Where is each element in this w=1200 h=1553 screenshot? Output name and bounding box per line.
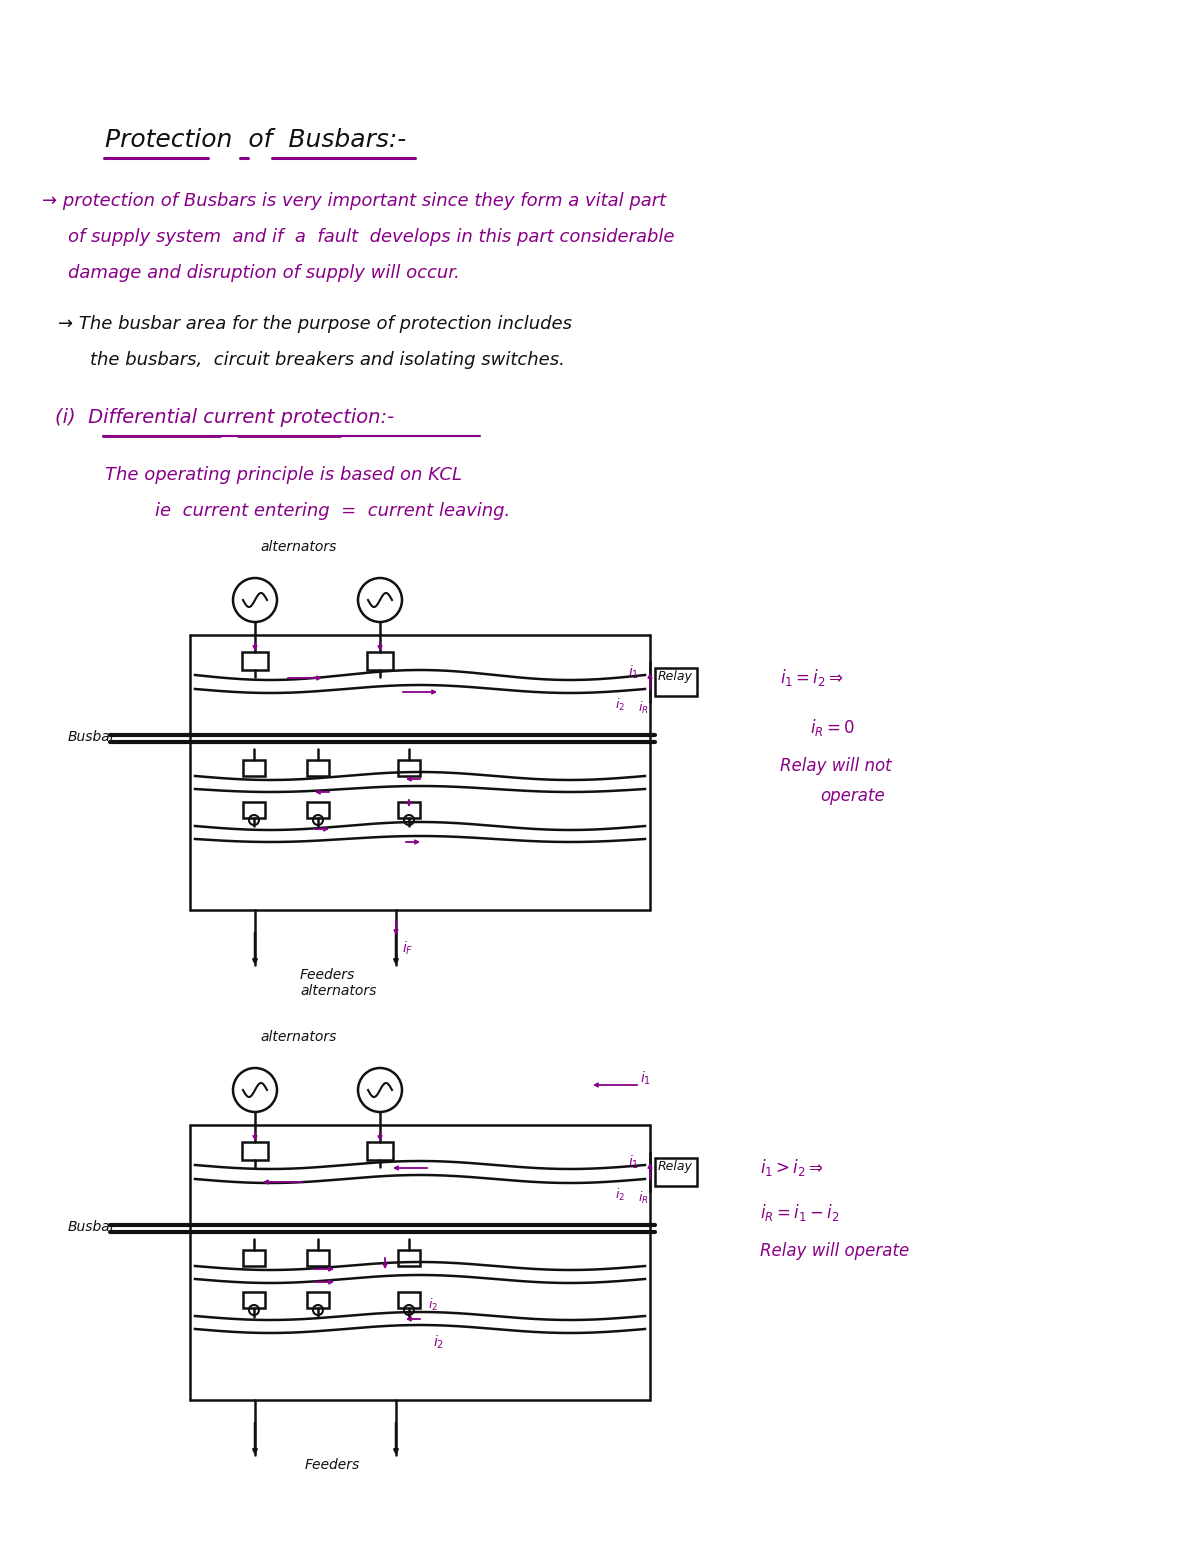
Text: → The busbar area for the purpose of protection includes: → The busbar area for the purpose of pro… [58, 315, 572, 332]
Text: $i_1 > i_2 \Rightarrow$: $i_1 > i_2 \Rightarrow$ [760, 1157, 824, 1179]
Bar [398, 759, 420, 776]
Text: $i_R = 0$: $i_R = 0$ [810, 717, 856, 738]
Text: $i_F$: $i_F$ [402, 940, 414, 957]
Text: operate: operate [820, 787, 884, 804]
Text: $i_R = i_1 - i_2$: $i_R = i_1 - i_2$ [760, 1202, 840, 1224]
Text: alternators: alternators [260, 540, 336, 554]
Bar [242, 1250, 265, 1266]
Bar [367, 1141, 394, 1160]
Text: alternators: alternators [260, 1030, 336, 1044]
Text: $i_2$: $i_2$ [433, 1334, 444, 1351]
Bar [307, 759, 329, 776]
Text: damage and disruption of supply will occur.: damage and disruption of supply will occ… [68, 264, 460, 283]
Text: ie  current entering  =  current leaving.: ie current entering = current leaving. [155, 502, 510, 520]
Bar [242, 801, 265, 818]
Text: $i_1 = i_2 \Rightarrow$: $i_1 = i_2 \Rightarrow$ [780, 666, 844, 688]
Text: → protection of Busbars is very important since they form a vital part: → protection of Busbars is very importan… [42, 193, 666, 210]
Text: $i_2$: $i_2$ [428, 1297, 438, 1314]
Text: $i_2$: $i_2$ [616, 697, 625, 713]
Bar [655, 1159, 697, 1186]
Text: The operating principle is based on KCL: The operating principle is based on KCL [106, 466, 462, 485]
Text: the busbars,  circuit breakers and isolating switches.: the busbars, circuit breakers and isolat… [90, 351, 565, 370]
Text: $i_R$: $i_R$ [638, 700, 649, 716]
Text: Protection  of  Busbars:-: Protection of Busbars:- [106, 127, 407, 152]
Bar [307, 1292, 329, 1308]
Bar [307, 1250, 329, 1266]
Text: (i)  Differential current protection:-: (i) Differential current protection:- [55, 408, 394, 427]
Bar [242, 1292, 265, 1308]
Bar [655, 668, 697, 696]
Bar [367, 652, 394, 669]
Bar [242, 1141, 268, 1160]
Text: Relay will operate: Relay will operate [760, 1242, 910, 1259]
Text: Busbar: Busbar [68, 1221, 116, 1235]
Bar [398, 1292, 420, 1308]
Text: Relay will not: Relay will not [780, 756, 892, 775]
Bar [398, 801, 420, 818]
Text: of supply system  and if  a  fault  develops in this part considerable: of supply system and if a fault develops… [68, 228, 674, 245]
Bar [242, 759, 265, 776]
Text: Relay: Relay [658, 669, 692, 683]
Text: $i_1$: $i_1$ [628, 1154, 640, 1171]
Text: Feeders
alternators: Feeders alternators [300, 968, 377, 999]
Text: $i_1$: $i_1$ [628, 665, 640, 682]
Bar [307, 801, 329, 818]
Text: Relay: Relay [658, 1160, 692, 1173]
Text: $i_R$: $i_R$ [638, 1190, 649, 1207]
Text: Feeders: Feeders [305, 1458, 360, 1472]
Text: $i_1$: $i_1$ [640, 1070, 652, 1087]
Bar [398, 1250, 420, 1266]
Bar [242, 652, 268, 669]
Text: Busbar: Busbar [68, 730, 116, 744]
Text: $i_2$: $i_2$ [616, 1186, 625, 1204]
